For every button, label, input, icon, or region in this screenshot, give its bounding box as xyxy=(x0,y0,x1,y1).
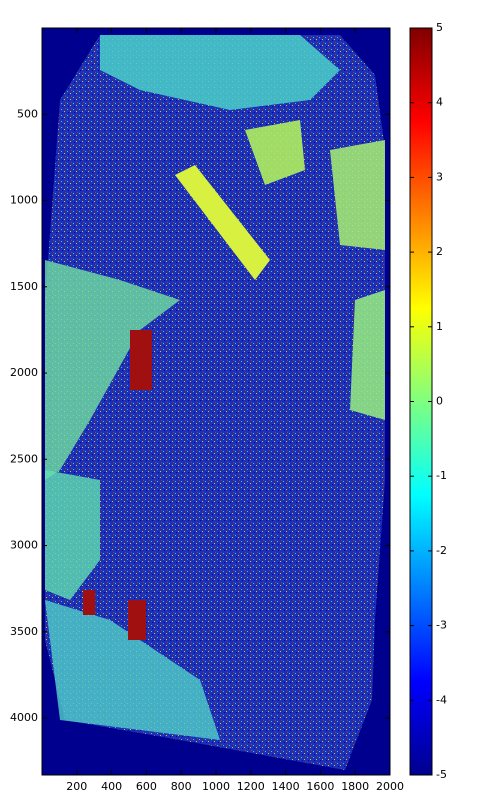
colorbar-tick-label: 2 xyxy=(436,245,443,258)
colorbar-tick-label: -4 xyxy=(436,693,447,706)
y-tick-label: 4000 xyxy=(10,711,38,724)
y-tick-label: 500 xyxy=(17,107,38,120)
y-tick-label: 1500 xyxy=(10,280,38,293)
colorbar-tick-label: 4 xyxy=(436,96,443,109)
x-tick-label: 600 xyxy=(136,780,157,793)
x-tick-label: 800 xyxy=(171,780,192,793)
colorbar-tick-label: -2 xyxy=(436,544,447,557)
colorbar-tick-label: 5 xyxy=(436,21,443,34)
colorbar-tick-label: 0 xyxy=(436,395,443,408)
y-tick-label: 2000 xyxy=(10,366,38,379)
y-tick-label: 3500 xyxy=(10,625,38,638)
x-tick-label: 1200 xyxy=(237,780,265,793)
y-tick-label: 1000 xyxy=(10,194,38,207)
colorbar-tick-label: 1 xyxy=(436,320,443,333)
x-tick-label: 1400 xyxy=(272,780,300,793)
colorbar-tick-label: -3 xyxy=(436,619,447,632)
x-tick-label: 200 xyxy=(66,780,87,793)
y-tick-label: 3000 xyxy=(10,539,38,552)
x-tick-label: 1000 xyxy=(202,780,230,793)
x-tick-label: 1600 xyxy=(306,780,334,793)
y-tick-label: 2500 xyxy=(10,452,38,465)
image xyxy=(42,28,390,775)
x-tick-label: 2000 xyxy=(376,780,404,793)
colorbar-tick-label: 3 xyxy=(436,170,443,183)
x-tick-label: 400 xyxy=(101,780,122,793)
colorbar-tick-label: -1 xyxy=(436,469,447,482)
colorbar-tick-label: -5 xyxy=(436,768,447,781)
x-tick-label: 1800 xyxy=(341,780,369,793)
